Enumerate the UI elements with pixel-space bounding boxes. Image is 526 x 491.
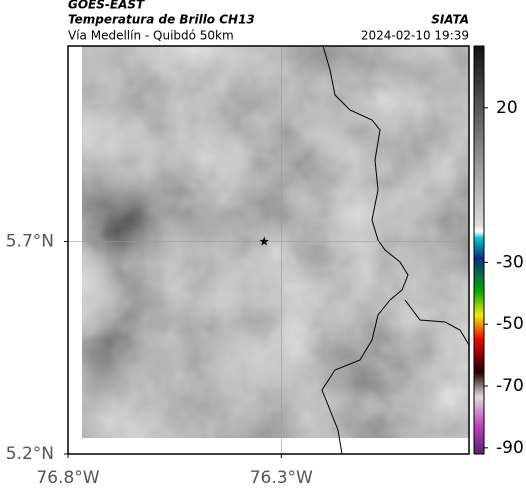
satellite-image	[82, 46, 469, 438]
map-frame	[67, 45, 470, 455]
border	[321, 46, 469, 454]
colorbar-label: -90	[496, 438, 524, 458]
source: GOES-EAST	[68, 0, 145, 12]
x-tick-label: 76.8°W	[36, 468, 99, 488]
colorbar-label: -50	[496, 314, 524, 334]
x-tick-label: 76.3°W	[250, 468, 313, 488]
map-area	[82, 46, 469, 454]
location-marker	[259, 236, 269, 246]
datetime: 2024-02-10 19:39	[361, 29, 469, 43]
colorbar-label: 20	[496, 98, 518, 118]
colorbar-label: -70	[496, 376, 524, 396]
y-tick-label: 5.2°N	[6, 444, 54, 464]
colorbar	[473, 45, 485, 455]
y-tick-label: 5.7°N	[6, 232, 54, 252]
subtitle: Vía Medellín - Quibdó 50km	[68, 29, 234, 43]
colorbar-label: -30	[496, 252, 524, 272]
title: Temperatura de Brillo CH13	[68, 13, 255, 27]
brand: SIATA	[431, 13, 469, 27]
